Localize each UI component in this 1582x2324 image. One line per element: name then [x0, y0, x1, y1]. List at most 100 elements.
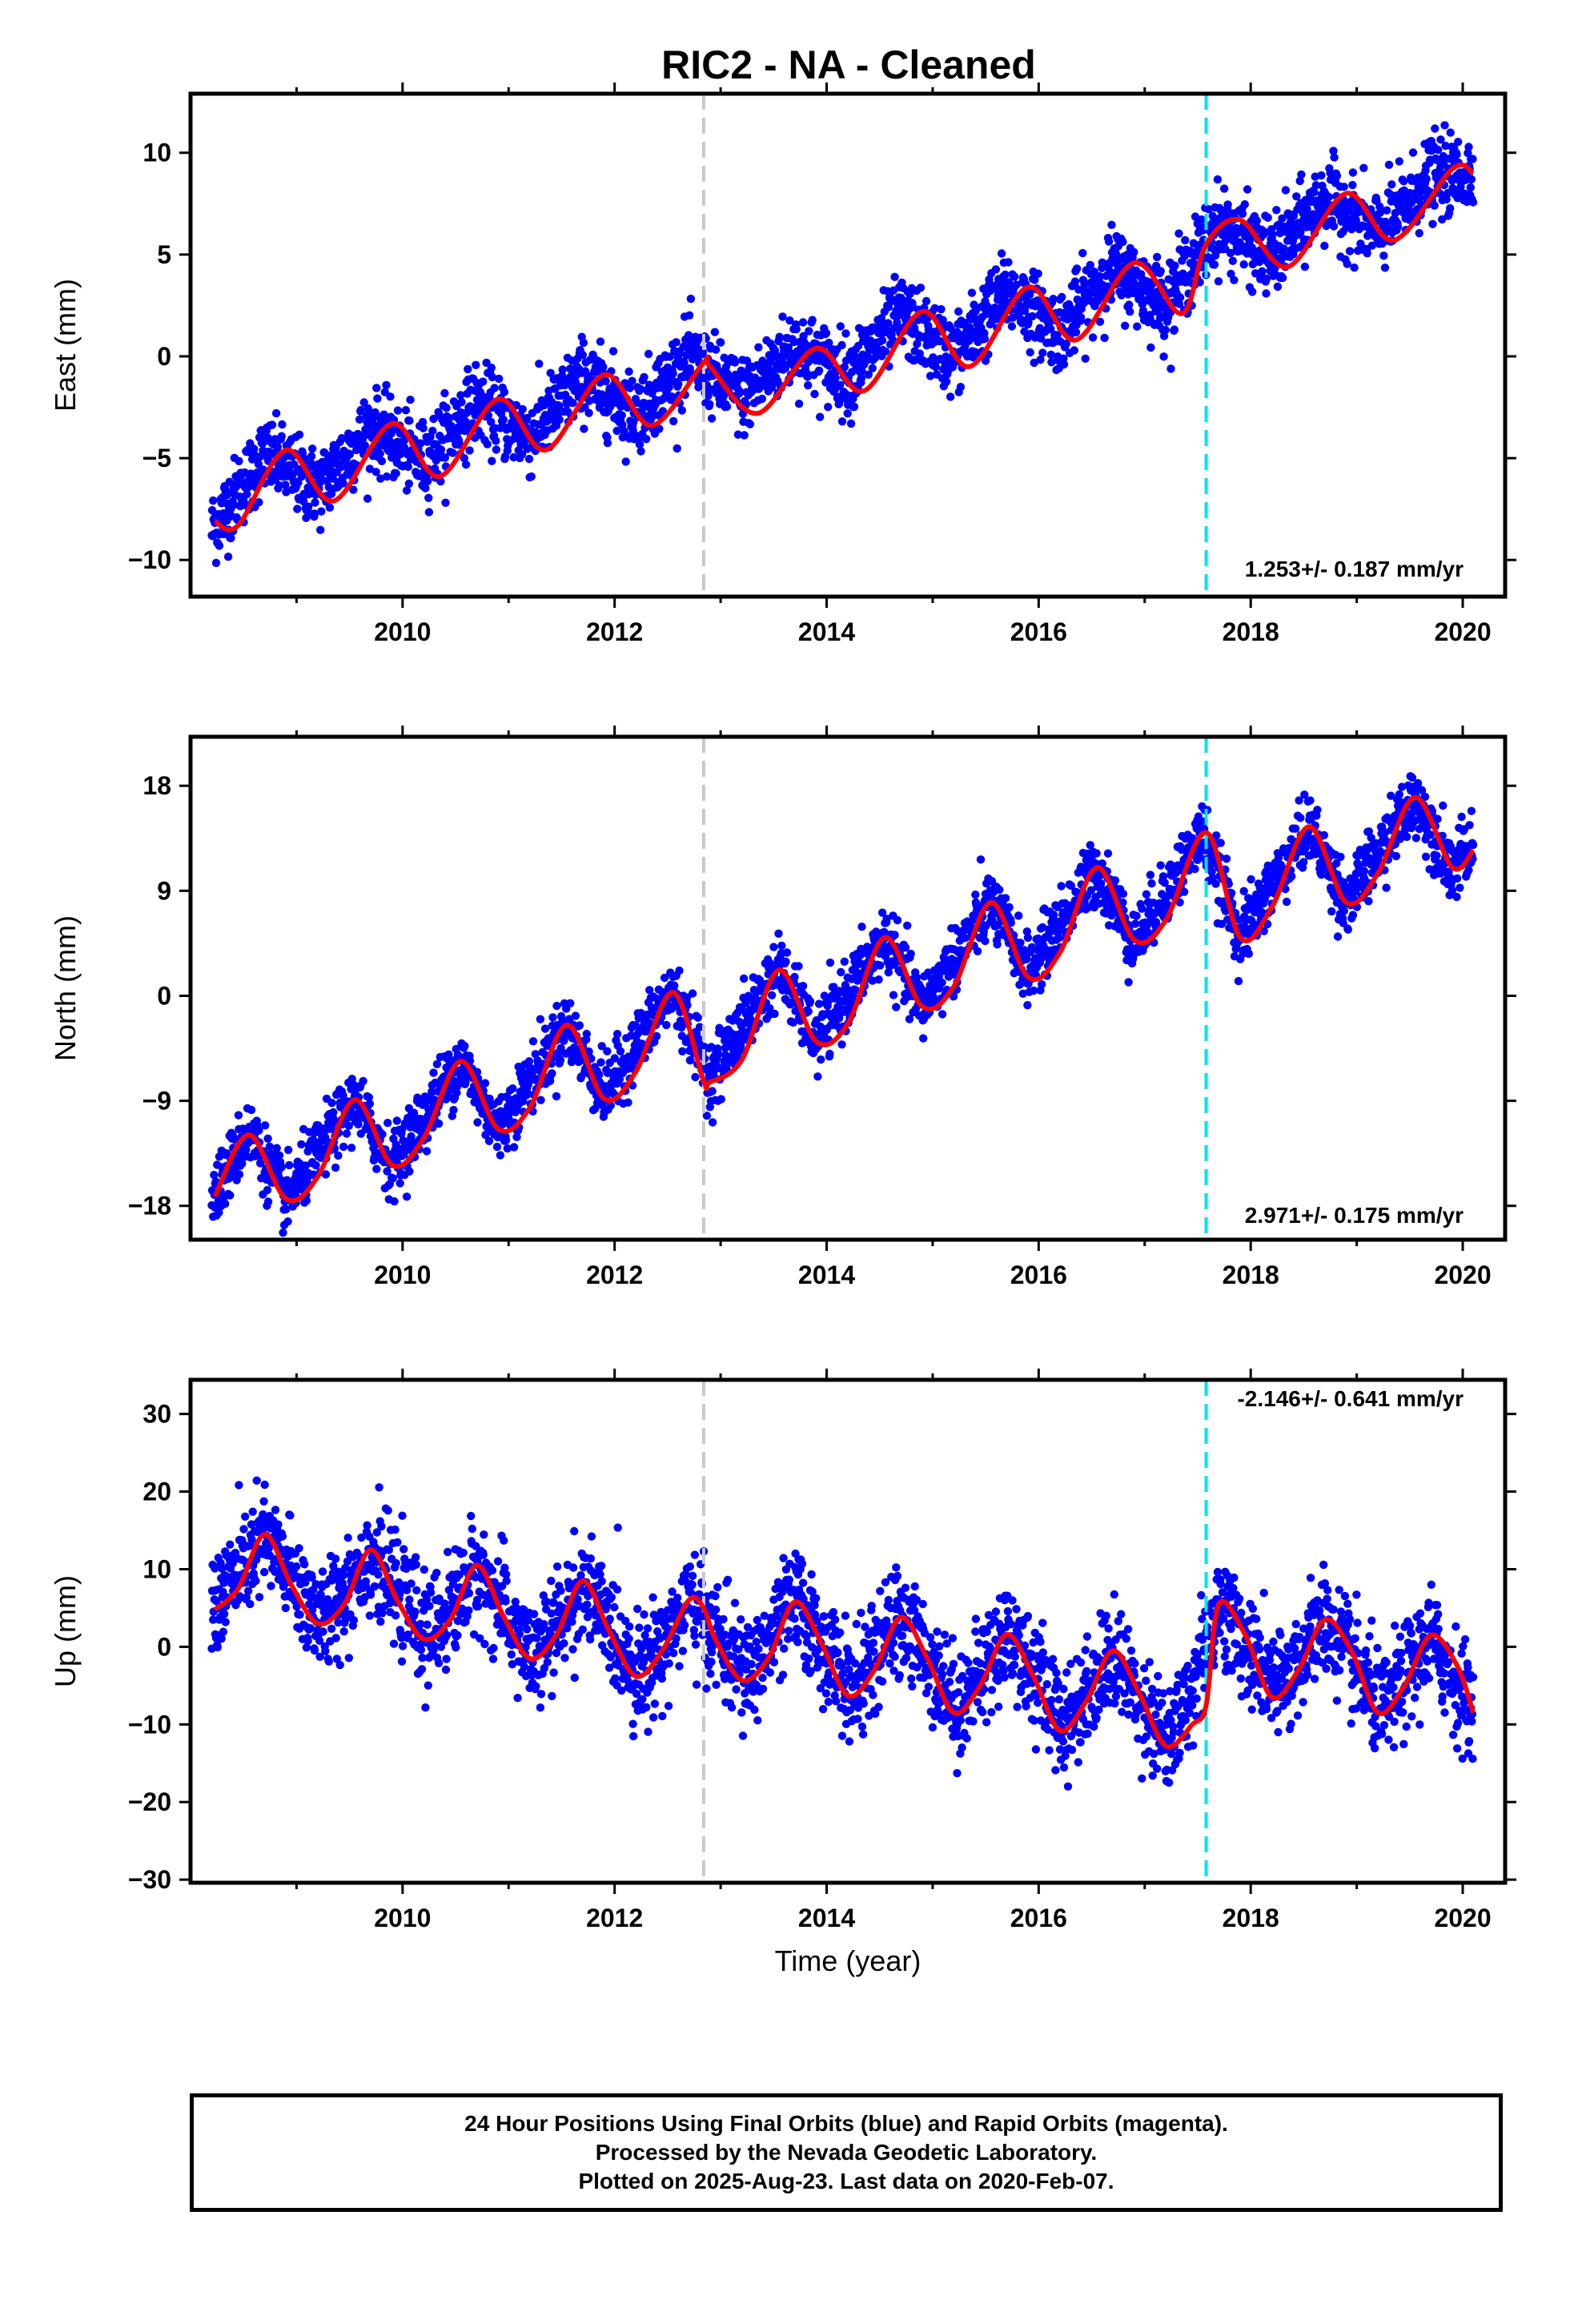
data-point: [1121, 321, 1130, 330]
data-point: [1138, 306, 1148, 316]
data-point: [483, 440, 492, 448]
data-point: [221, 1200, 230, 1208]
data-point: [740, 431, 749, 440]
data-point: [1023, 1001, 1032, 1010]
data-point: [1375, 208, 1385, 217]
data-point: [644, 349, 653, 359]
data-point: [677, 406, 686, 415]
data-point: [658, 407, 668, 416]
data-point: [375, 449, 384, 458]
data-point: [1110, 876, 1120, 885]
fit-curve: [214, 162, 1475, 533]
data-point: [805, 327, 813, 336]
data-point: [460, 1042, 469, 1051]
data-point: [1142, 890, 1151, 899]
data-point: [857, 374, 866, 383]
data-point: [1367, 241, 1377, 250]
data-point: [272, 1144, 281, 1152]
data-point: [1380, 263, 1390, 272]
data-point: [798, 318, 808, 327]
data-point: [608, 347, 618, 356]
data-point: [400, 443, 409, 452]
data-point: [967, 288, 977, 297]
data-point: [373, 394, 382, 403]
data-points: [207, 121, 1478, 568]
rate-annotation: 1.253+/- 0.187 mm/yr: [1245, 557, 1464, 581]
data-point: [1153, 252, 1162, 262]
data-point: [836, 322, 845, 331]
data-point: [371, 468, 380, 476]
data-point: [1278, 214, 1287, 223]
data-point: [250, 444, 259, 453]
data-point: [293, 505, 302, 513]
data-point: [662, 1020, 671, 1030]
data-point: [1034, 296, 1042, 305]
data-point: [275, 1151, 284, 1160]
data-point: [1059, 360, 1069, 369]
data-point: [892, 1003, 901, 1011]
data-point: [889, 991, 898, 999]
data-point: [1125, 300, 1134, 309]
data-point: [1023, 933, 1033, 943]
data-point: [457, 398, 466, 407]
data-point: [675, 966, 684, 975]
data-point: [428, 426, 437, 436]
data-point: [757, 394, 767, 404]
data-point: [234, 1111, 243, 1120]
data-point: [893, 915, 902, 925]
data-point: [1468, 198, 1478, 207]
data-point: [1348, 168, 1358, 177]
data-point: [1408, 148, 1418, 157]
data-point: [1343, 259, 1351, 268]
data-point: [1431, 124, 1439, 133]
data-point: [406, 396, 415, 404]
data-point: [722, 402, 732, 411]
data-point: [1012, 280, 1021, 289]
data-point: [267, 420, 277, 429]
data-point: [440, 388, 449, 398]
data-point: [372, 1164, 381, 1173]
data-point: [837, 340, 846, 350]
data-points: [207, 772, 1478, 1240]
data-point: [317, 507, 326, 516]
data-point: [487, 364, 496, 372]
data-point: [1434, 145, 1443, 155]
data-point: [782, 948, 792, 957]
data-point: [686, 1055, 695, 1065]
data-point: [1004, 258, 1013, 267]
data-point: [1348, 180, 1357, 190]
data-point: [294, 478, 303, 487]
data-point: [297, 1140, 306, 1149]
data-point: [1295, 176, 1304, 186]
data-point: [1446, 203, 1455, 213]
data-point: [1227, 269, 1235, 279]
data-point: [418, 417, 428, 427]
data-point: [1030, 275, 1039, 284]
data-point: [1452, 150, 1461, 159]
y-tick-label: 0: [157, 342, 171, 371]
data-point: [1098, 258, 1107, 267]
data-point: [1238, 209, 1247, 219]
data-point: [579, 338, 588, 348]
data-point: [864, 370, 873, 379]
data-point: [599, 363, 608, 372]
data-point: [555, 415, 564, 424]
data-point: [1243, 185, 1252, 194]
data-point: [1359, 163, 1368, 172]
data-point: [422, 1147, 432, 1156]
data-point: [265, 1142, 274, 1152]
data-point: [524, 454, 534, 464]
data-point: [1289, 211, 1299, 220]
data-point: [1138, 904, 1146, 913]
data-point: [825, 338, 833, 348]
data-point: [536, 1096, 545, 1104]
data-point: [930, 304, 939, 313]
data-point: [642, 435, 651, 444]
data-point: [424, 476, 432, 485]
data-point: [691, 1072, 700, 1082]
data-point: [329, 1108, 338, 1117]
data-point: [1049, 295, 1058, 304]
data-point: [487, 417, 496, 426]
data-point: [916, 283, 926, 292]
